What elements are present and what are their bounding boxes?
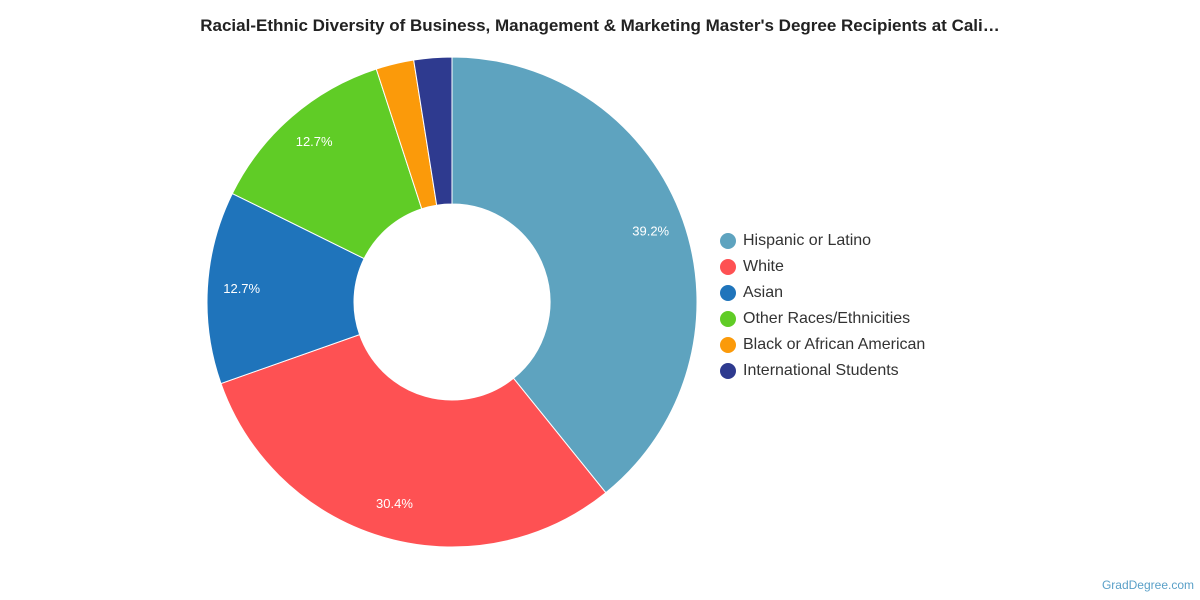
legend-label: Other Races/Ethnicities: [743, 310, 911, 327]
slice-asian[interactable]: [206, 192, 365, 385]
slice-label-asian: 12.7%: [223, 281, 260, 296]
chart-legend: Hispanic or Latino White Asian Other Races/…: [720, 228, 925, 384]
legend-label: Asian: [743, 284, 784, 301]
slice-labels: 39.2% 30.4% 12.7% 12.7%: [223, 134, 669, 511]
legend-label: Hispanic or Latino: [743, 232, 872, 249]
legend-swatch: [720, 337, 736, 353]
slice-label-other-races-ethnicities: 12.7%: [296, 134, 333, 149]
legend-label: White: [743, 258, 784, 275]
legend-label: Black or African American: [743, 336, 926, 353]
legend-item-hispanic-or-latino[interactable]: Hispanic or Latino: [720, 228, 925, 254]
legend-swatch: [720, 311, 736, 327]
slice-white[interactable]: [220, 333, 607, 548]
legend-swatch: [720, 363, 736, 379]
slice-other-races-ethnicities[interactable]: [231, 68, 423, 260]
slice-label-hispanic-or-latino: 39.2%: [632, 223, 669, 238]
legend-item-white[interactable]: White: [720, 254, 925, 280]
donut-slices: [206, 56, 698, 548]
legend-item-other-races-ethnicities[interactable]: Other Races/Ethnicities: [720, 306, 925, 332]
chart-title: Racial-Ethnic Diversity of Business, Man…: [200, 16, 1000, 35]
legend-swatch: [720, 233, 736, 249]
legend-item-black-or-african-american[interactable]: Black or African American: [720, 332, 925, 358]
slice-international-students[interactable]: [413, 56, 453, 206]
legend-swatch: [720, 259, 736, 275]
slice-hispanic-or-latino[interactable]: [451, 56, 698, 494]
legend-swatch: [720, 285, 736, 301]
legend-item-international-students[interactable]: International Students: [720, 358, 925, 384]
slice-label-white: 30.4%: [376, 496, 413, 511]
source-credit[interactable]: GradDegree.com: [1101, 578, 1194, 592]
legend-item-asian[interactable]: Asian: [720, 280, 925, 306]
legend-label: International Students: [743, 362, 899, 379]
